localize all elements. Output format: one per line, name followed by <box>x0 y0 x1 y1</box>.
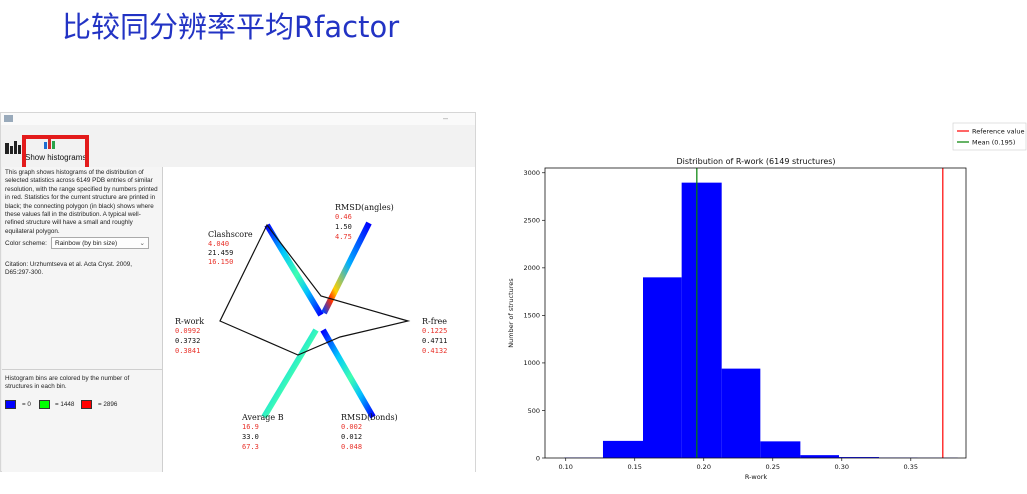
rmsd-bonds-min: 0.002 <box>341 423 362 431</box>
r-free-label: R-free <box>422 317 447 326</box>
minimize-icon[interactable]: – <box>443 113 448 123</box>
citation-text: Citation: Urzhumtseva et al. Acta Cryst.… <box>5 261 155 278</box>
clashscore-max: 16.150 <box>208 258 233 266</box>
histogram-bar <box>760 441 800 458</box>
r-work-max: 0.3841 <box>175 347 200 355</box>
histogram-bar <box>722 369 761 458</box>
y-tick-label: 0 <box>536 454 540 462</box>
r-work-min: 0.0992 <box>175 327 200 335</box>
color-scheme-label: Color scheme: <box>5 240 47 247</box>
legend-reference: Reference value <box>972 128 1025 136</box>
r-free-current: 0.4711 <box>422 337 447 345</box>
chart-title: Distribution of R-work (6149 structures) <box>676 157 835 166</box>
x-axis-label: R-work <box>745 473 768 481</box>
legend-mean: Mean (0.195) <box>972 139 1015 147</box>
average-b-min: 16.9 <box>242 423 259 431</box>
y-tick-label: 3000 <box>523 169 540 177</box>
r-work-label: R-work <box>175 317 204 326</box>
x-tick-label: 0.30 <box>835 463 849 471</box>
rmsd-angles-max: 4.75 <box>335 233 352 241</box>
bin-swatch-green <box>39 400 50 409</box>
y-tick-label: 2500 <box>523 217 540 225</box>
clashscore-label: Clashscore <box>208 230 253 239</box>
window-app-icon <box>4 115 14 123</box>
toolbar: Show histograms <box>1 125 475 167</box>
bin-swatch-red <box>81 400 92 409</box>
y-tick-label: 500 <box>528 407 540 415</box>
bin-label-2896: = 2896 <box>98 401 117 408</box>
r-free-max: 0.4132 <box>422 347 447 355</box>
x-tick-label: 0.10 <box>558 463 572 471</box>
histogram-note: Histogram bins are colored by the number… <box>5 375 155 392</box>
x-tick-label: 0.35 <box>904 463 918 471</box>
info-panel: This graph shows histograms of the distr… <box>2 167 163 472</box>
bin-label-0: = 0 <box>22 401 31 408</box>
divider <box>2 369 162 370</box>
x-tick-label: 0.15 <box>627 463 641 471</box>
rmsd-bonds-max: 0.048 <box>341 443 362 451</box>
window-titlebar: – <box>1 113 475 125</box>
axis-rmsd-bonds <box>323 330 373 417</box>
color-scheme-value: Rainbow (by bin size) <box>55 240 117 247</box>
polygon-tool-icon[interactable] <box>5 139 21 155</box>
rmsd-bonds-current: 0.012 <box>341 433 362 441</box>
axis-clashscore <box>267 225 321 315</box>
x-tick-label: 0.25 <box>766 463 780 471</box>
histogram-bar <box>800 455 839 458</box>
average-b-max: 67.3 <box>242 443 259 451</box>
average-b-current: 33.0 <box>242 433 259 441</box>
clashscore-min: 4.040 <box>208 240 229 248</box>
rmsd-bonds-label: RMSD(bonds) <box>341 413 398 422</box>
bin-label-1448: = 1448 <box>55 401 74 408</box>
clashscore-current: 21.459 <box>208 249 233 257</box>
r-free-min: 0.1225 <box>422 327 447 335</box>
histogram-chart: Distribution of R-work (6149 structures)… <box>500 118 1027 489</box>
rwork-histogram-figure: Distribution of R-work (6149 structures)… <box>500 118 1027 489</box>
x-tick-label: 0.20 <box>696 463 710 471</box>
histogram-bar <box>603 441 643 458</box>
description-text: This graph shows histograms of the distr… <box>5 169 159 236</box>
rmsd-angles-current: 1.50 <box>335 223 352 231</box>
y-tick-label: 1000 <box>523 359 540 367</box>
bin-swatch-blue <box>5 400 16 409</box>
rmsd-angles-min: 0.46 <box>335 213 352 221</box>
chevron-down-icon: ⌄ <box>140 238 145 250</box>
polygon-canvas: Clashscore 4.040 21.459 16.150 RMSD(angl… <box>163 167 475 472</box>
y-tick-label: 1500 <box>523 312 540 320</box>
y-axis-label: Number of structures <box>507 278 515 348</box>
r-work-current: 0.3732 <box>175 337 200 345</box>
histogram-bar <box>682 183 722 458</box>
histogram-bar <box>643 277 682 458</box>
polygon-graphic: Clashscore 4.040 21.459 16.150 RMSD(angl… <box>163 167 475 472</box>
color-scheme-select[interactable]: Rainbow (by bin size) ⌄ <box>51 237 149 249</box>
y-tick-label: 2000 <box>523 264 540 272</box>
rmsd-angles-label: RMSD(angles) <box>335 203 394 212</box>
chart-legend: Reference value Mean (0.195) <box>953 123 1026 150</box>
average-b-label: Average B <box>241 413 284 422</box>
polygon-window: – Show histograms This graph shows histo… <box>0 112 476 472</box>
slide-title: 比较同分辨率平均Rfactor <box>62 4 399 46</box>
